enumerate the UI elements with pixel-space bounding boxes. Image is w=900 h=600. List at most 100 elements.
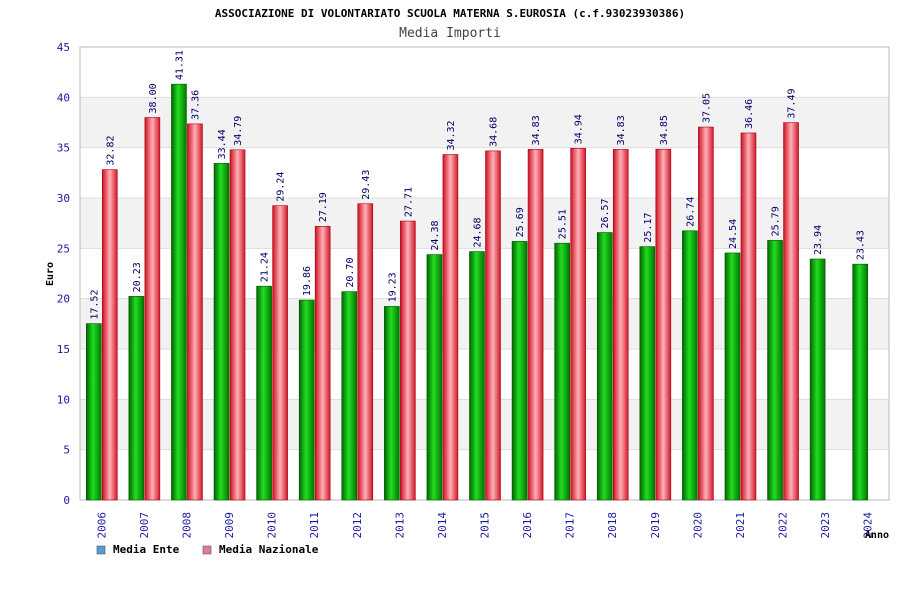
- bar-media-ente: [596, 232, 613, 501]
- y-tick-label: 30: [57, 192, 70, 205]
- chart-title: ASSOCIAZIONE DI VOLONTARIATO SCUOLA MATE…: [215, 7, 685, 20]
- x-tick-label: 2015: [479, 512, 492, 539]
- bar-media-ente: [554, 242, 570, 501]
- data-label: 20.70: [345, 258, 356, 288]
- x-tick-label: 2017: [564, 512, 577, 539]
- legend-label-media-ente: Media Ente: [113, 543, 180, 556]
- data-label: 19.86: [302, 266, 313, 296]
- bar-media-nazionale: [144, 117, 161, 501]
- data-label: 34.85: [659, 115, 670, 145]
- bar-media-ente: [384, 306, 400, 501]
- bar-media-nazionale: [442, 154, 459, 501]
- x-tick-label: 2008: [180, 512, 193, 539]
- data-label: 29.43: [361, 170, 372, 200]
- data-label: 37.36: [190, 90, 201, 120]
- bar-media-ente: [213, 163, 230, 501]
- x-tick-label: 2013: [393, 512, 406, 539]
- data-label: 26.74: [685, 197, 696, 227]
- x-tick-label: 2009: [223, 512, 236, 539]
- x-tick-label: 2011: [308, 512, 321, 539]
- x-tick-label: 2020: [691, 512, 704, 539]
- bar-media-ente: [852, 263, 869, 501]
- data-label: 21.24: [260, 252, 271, 282]
- x-tick-label: 2018: [606, 512, 619, 539]
- y-axis-ticks: 0 5 10 15 20 25 30 35 40 45: [57, 41, 70, 507]
- data-label: 25.79: [771, 206, 782, 236]
- data-label: 25.69: [515, 207, 526, 237]
- data-label: 27.71: [403, 187, 414, 217]
- bar-media-ente: [298, 299, 315, 501]
- y-tick-label: 5: [63, 444, 70, 457]
- y-tick-label: 15: [57, 343, 70, 356]
- data-label: 38.00: [148, 83, 159, 113]
- y-axis-label: Euro: [45, 262, 56, 286]
- y-tick-label: 35: [57, 142, 70, 155]
- data-label: 34.68: [489, 117, 500, 147]
- bar-media-ente: [809, 258, 826, 501]
- x-tick-label: 2019: [649, 512, 662, 539]
- data-labels: 17.52 32.82 20.23 38.00 41.31 37.36 33.44 34.79…: [89, 50, 866, 320]
- bar-media-nazionale: [314, 225, 331, 501]
- x-axis-label: Anno: [865, 530, 889, 541]
- y-tick-label: 40: [57, 91, 70, 104]
- bar-media-nazionale: [698, 126, 714, 501]
- y-tick-label: 45: [57, 41, 70, 54]
- bar-media-nazionale: [400, 220, 416, 501]
- bar-media-ente: [767, 240, 783, 501]
- bar-media-nazionale: [783, 122, 799, 501]
- x-tick-label: 2014: [436, 512, 449, 539]
- data-label: 24.38: [430, 220, 441, 250]
- bar-media-ente: [128, 296, 145, 501]
- data-label: 23.94: [813, 225, 824, 255]
- data-label: 32.82: [105, 136, 116, 166]
- data-label: 34.94: [574, 114, 585, 144]
- bar-media-ente: [426, 254, 443, 501]
- data-label: 19.23: [387, 272, 398, 302]
- bar-media-nazionale: [570, 147, 586, 501]
- legend-swatch-media-ente: [96, 545, 106, 555]
- data-label: 34.79: [233, 116, 244, 146]
- data-label: 34.83: [531, 115, 542, 145]
- x-tick-label: 2006: [95, 512, 108, 539]
- x-tick-label: 2012: [351, 512, 364, 539]
- bar-media-nazionale: [187, 123, 203, 501]
- bar-media-ente: [341, 291, 358, 501]
- bar-media-nazionale: [229, 149, 246, 501]
- bar-media-nazionale: [272, 205, 288, 501]
- bar-media-nazionale: [485, 150, 501, 501]
- data-label: 26.57: [600, 198, 611, 228]
- bar-media-ente: [85, 323, 102, 501]
- data-label: 41.31: [174, 50, 185, 80]
- data-label: 37.05: [701, 93, 712, 123]
- data-label: 24.54: [728, 219, 739, 249]
- bar-media-ente: [682, 230, 698, 501]
- bar-media-nazionale: [527, 149, 544, 501]
- bar-media-nazionale: [101, 169, 118, 501]
- legend-label-media-nazionale: Media Nazionale: [219, 543, 319, 556]
- x-tick-label: 2016: [521, 512, 534, 539]
- data-label: 25.17: [643, 213, 654, 243]
- x-tick-label: 2022: [777, 512, 790, 539]
- data-label: 34.83: [616, 115, 627, 145]
- y-tick-label: 25: [57, 242, 70, 255]
- y-tick-label: 10: [57, 393, 70, 406]
- legend: Media Ente Media Nazionale: [96, 543, 319, 556]
- x-tick-label: 2021: [734, 512, 747, 539]
- y-tick-label: 20: [57, 293, 70, 306]
- bar-media-ente: [171, 83, 187, 501]
- bar-media-ente: [469, 251, 485, 501]
- chart-subtitle: Media Importi: [399, 26, 501, 41]
- bar-media-ente: [256, 285, 272, 501]
- data-label: 23.43: [856, 230, 867, 260]
- x-tick-label: 2024: [862, 512, 875, 539]
- data-label: 20.23: [132, 262, 143, 292]
- data-label: 37.49: [787, 88, 798, 118]
- x-tick-label: 2007: [138, 512, 151, 539]
- data-label: 27.19: [318, 192, 329, 222]
- data-label: 36.46: [744, 99, 755, 129]
- x-tick-label: 2023: [819, 512, 832, 539]
- data-label: 17.52: [89, 290, 100, 320]
- bar-media-ente: [724, 252, 741, 501]
- bar-media-nazionale: [655, 148, 672, 501]
